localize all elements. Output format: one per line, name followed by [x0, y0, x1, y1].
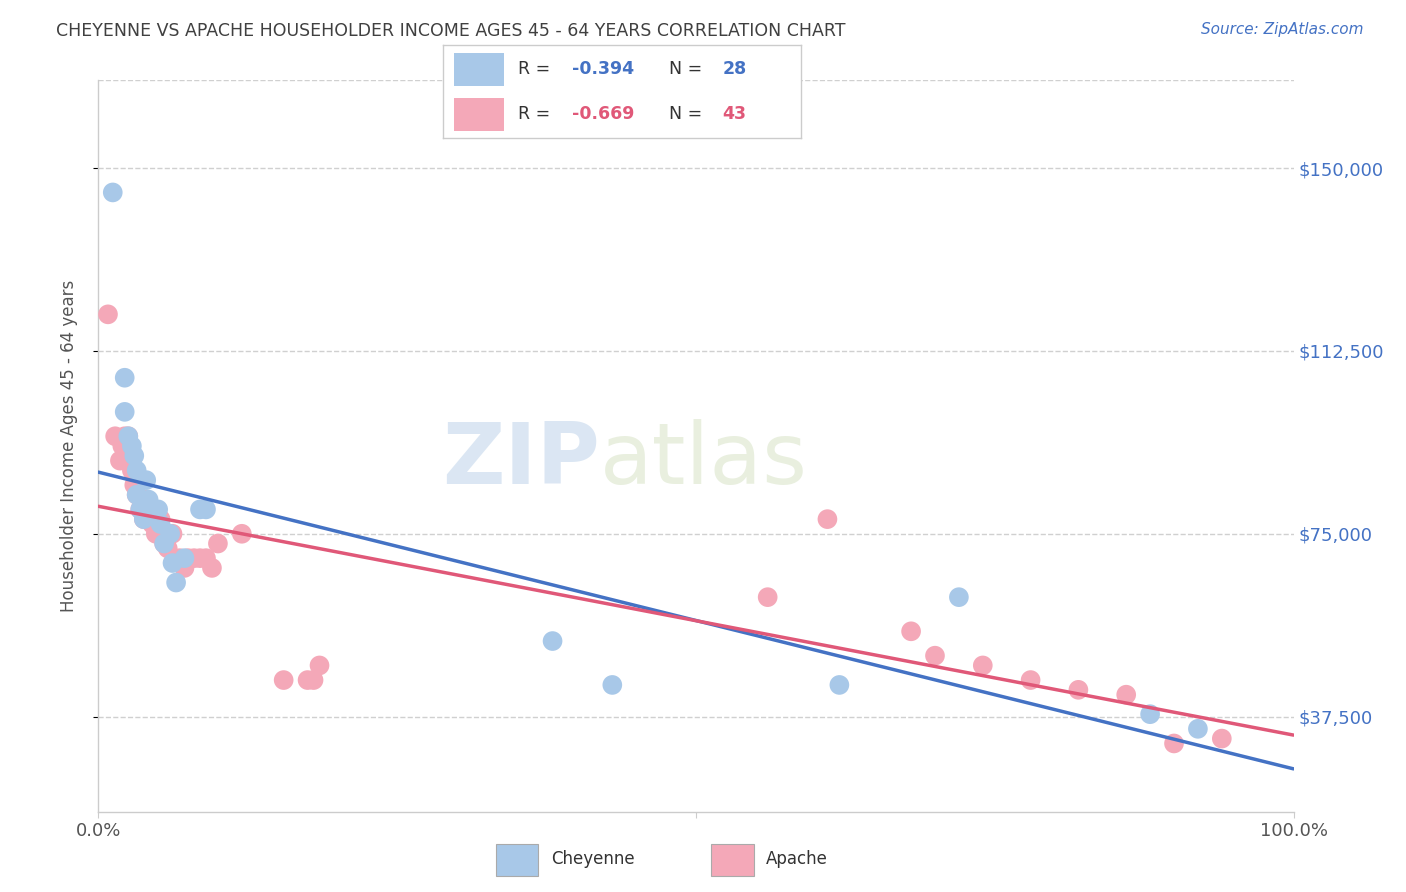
Point	[1211, 731, 1233, 746]
Point	[194, 502, 218, 516]
Point	[104, 429, 127, 443]
Point	[173, 551, 195, 566]
Point	[111, 439, 134, 453]
Point	[972, 658, 994, 673]
Point	[114, 429, 136, 443]
Point	[173, 561, 195, 575]
Point	[132, 512, 155, 526]
Point	[602, 678, 624, 692]
Point	[183, 551, 205, 566]
Text: CHEYENNE VS APACHE HOUSEHOLDER INCOME AGES 45 - 64 YEARS CORRELATION CHART: CHEYENNE VS APACHE HOUSEHOLDER INCOME AG…	[56, 22, 846, 40]
Point	[156, 541, 179, 556]
Point	[121, 463, 143, 477]
Point	[138, 492, 160, 507]
Point	[1019, 673, 1042, 687]
FancyBboxPatch shape	[454, 98, 503, 131]
Point	[129, 502, 152, 516]
Point	[828, 678, 851, 692]
Point	[924, 648, 946, 663]
Point	[101, 186, 124, 200]
Point	[308, 658, 330, 673]
Point	[121, 439, 143, 453]
Point	[138, 502, 160, 516]
FancyBboxPatch shape	[711, 844, 754, 876]
Point	[1115, 688, 1137, 702]
Point	[124, 449, 146, 463]
Point	[135, 473, 157, 487]
Point	[188, 502, 211, 516]
Point	[141, 516, 163, 531]
Point	[114, 370, 136, 384]
Point	[273, 673, 295, 687]
FancyBboxPatch shape	[496, 844, 538, 876]
Point	[169, 551, 191, 566]
Point	[1067, 682, 1090, 697]
Text: N =: N =	[658, 60, 707, 78]
Point	[1187, 722, 1209, 736]
Point	[148, 502, 170, 516]
Point	[815, 512, 838, 526]
Point	[1139, 707, 1161, 722]
Text: R =: R =	[519, 105, 555, 123]
Text: Cheyenne: Cheyenne	[551, 849, 634, 868]
Point	[97, 307, 120, 321]
Point	[141, 502, 163, 516]
Point	[118, 453, 141, 467]
Text: -0.669: -0.669	[572, 105, 634, 123]
Point	[231, 526, 253, 541]
Point	[541, 634, 564, 648]
Point	[117, 429, 139, 443]
Text: 28: 28	[723, 60, 747, 78]
Y-axis label: Householder Income Ages 45 - 64 years: Householder Income Ages 45 - 64 years	[59, 280, 77, 612]
Point	[177, 551, 200, 566]
Text: Apache: Apache	[766, 849, 828, 868]
Point	[302, 673, 325, 687]
Point	[153, 536, 176, 550]
Point	[135, 492, 157, 507]
Point	[125, 488, 148, 502]
Point	[129, 502, 152, 516]
Text: 43: 43	[723, 105, 747, 123]
Point	[132, 512, 155, 526]
Point	[201, 561, 224, 575]
Point	[948, 590, 970, 604]
Point	[756, 590, 779, 604]
Point	[188, 551, 211, 566]
Text: -0.394: -0.394	[572, 60, 634, 78]
Point	[1163, 736, 1185, 750]
Point	[149, 512, 172, 526]
Point	[108, 453, 131, 467]
Point	[162, 556, 184, 570]
Text: N =: N =	[658, 105, 707, 123]
Point	[114, 405, 136, 419]
Point	[162, 526, 184, 541]
Point	[145, 526, 167, 541]
Point	[900, 624, 922, 639]
Point	[159, 526, 181, 541]
Text: atlas: atlas	[600, 419, 808, 502]
Point	[207, 536, 229, 550]
FancyBboxPatch shape	[454, 53, 503, 86]
Text: ZIP: ZIP	[443, 419, 600, 502]
Text: Source: ZipAtlas.com: Source: ZipAtlas.com	[1201, 22, 1364, 37]
Point	[153, 536, 176, 550]
Point	[165, 575, 187, 590]
Point	[297, 673, 319, 687]
Point	[125, 463, 148, 477]
Point	[125, 488, 148, 502]
Point	[149, 516, 172, 531]
Point	[117, 429, 139, 443]
Point	[124, 478, 146, 492]
Text: R =: R =	[519, 60, 555, 78]
Point	[194, 551, 218, 566]
